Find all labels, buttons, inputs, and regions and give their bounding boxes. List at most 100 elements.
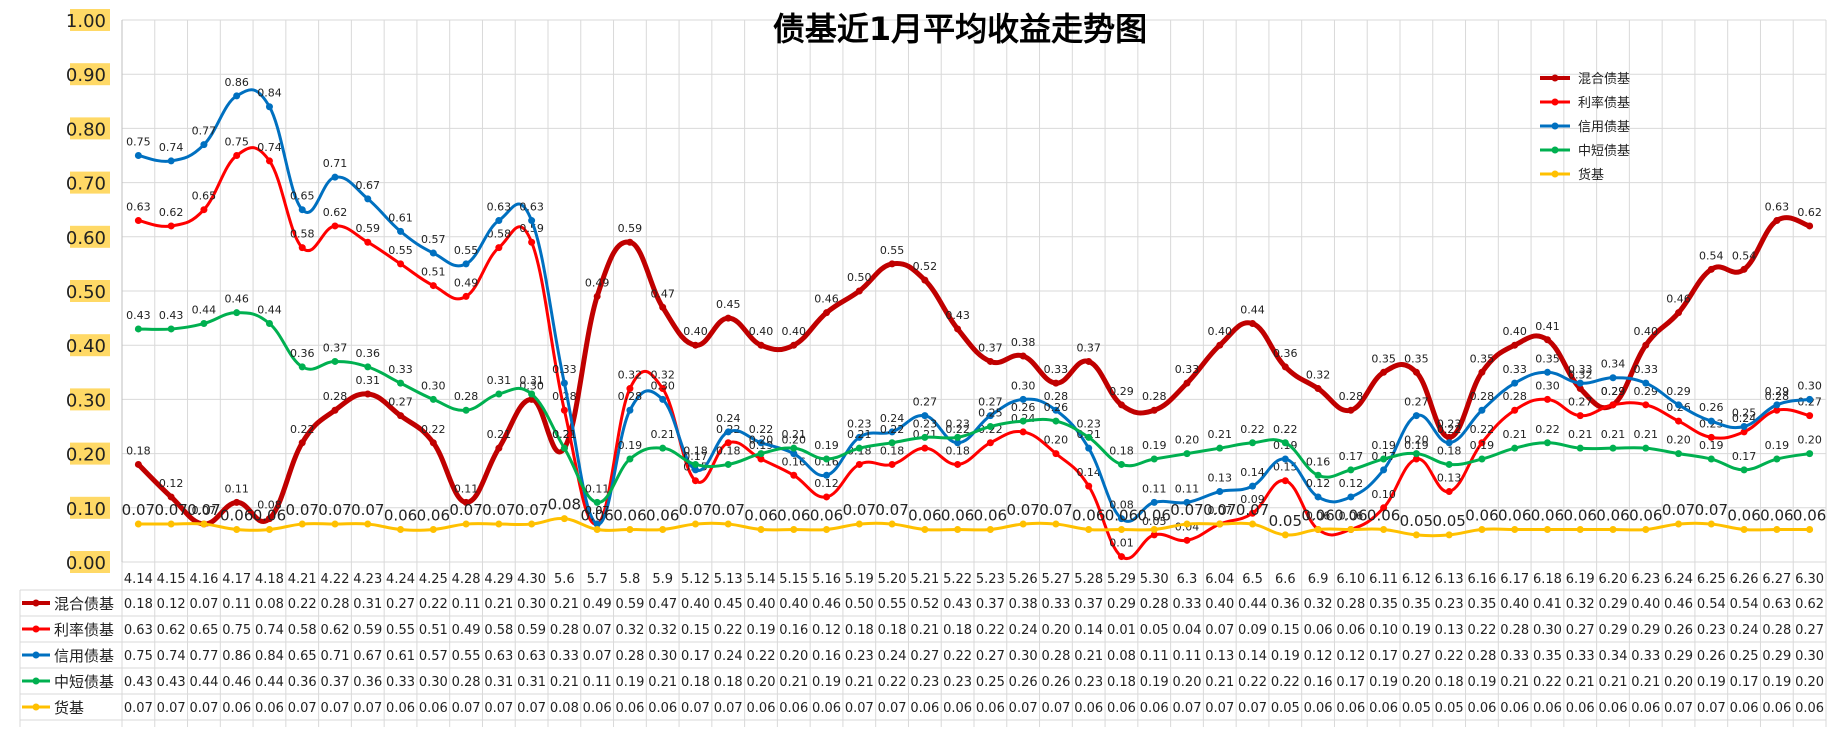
data-point-0 — [1478, 368, 1486, 376]
data-label: 0.40 — [749, 325, 774, 338]
table-cell: 0.06 — [812, 701, 841, 716]
table-cell: 0.07 — [681, 701, 710, 716]
data-label: 0.06 — [1334, 506, 1367, 524]
table-cell: 0.33 — [1173, 597, 1202, 612]
table-cell: 0.33 — [1631, 649, 1660, 664]
table-cell: 0.28 — [1041, 649, 1070, 664]
data-point-0 — [1511, 341, 1519, 349]
data-label: 0.33 — [552, 363, 577, 376]
table-cell: 0.45 — [714, 597, 743, 612]
data-label: 0.45 — [716, 298, 741, 311]
table-cell: 0.22 — [419, 597, 448, 612]
data-point-1 — [1085, 482, 1093, 490]
table-cell: 0.19 — [615, 675, 644, 690]
data-point-4 — [331, 520, 339, 528]
data-point-1 — [429, 282, 437, 290]
table-cell: 0.19 — [1697, 675, 1726, 690]
table-cell: 0.44 — [189, 675, 218, 690]
table-cell: 0.17 — [681, 649, 710, 664]
data-label: 0.08 — [1109, 499, 1134, 512]
data-point-1 — [855, 460, 863, 468]
table-cell: 0.71 — [321, 649, 350, 664]
table-cell: 0.17 — [1730, 675, 1759, 690]
data-label: 0.11 — [1175, 482, 1200, 495]
data-point-2 — [1478, 406, 1486, 414]
table-cell: 0.24 — [714, 649, 743, 664]
table-cell: 0.18 — [681, 675, 710, 690]
data-label: 0.28 — [552, 390, 577, 403]
data-point-3 — [495, 390, 503, 398]
table-cell: 0.21 — [910, 623, 939, 638]
table-cell: 0.59 — [615, 597, 644, 612]
data-label: 0.27 — [913, 396, 938, 409]
data-point-4 — [1347, 525, 1355, 533]
data-point-2 — [1806, 395, 1814, 403]
data-point-4 — [1675, 520, 1683, 528]
data-point-0 — [1445, 433, 1453, 441]
table-cell: 0.55 — [452, 649, 481, 664]
data-point-4 — [1314, 525, 1322, 533]
data-label: 0.07 — [187, 501, 220, 519]
data-point-1 — [1478, 439, 1486, 447]
data-point-4 — [1609, 525, 1617, 533]
data-point-2 — [1609, 374, 1617, 382]
table-cell: 0.12 — [157, 597, 186, 612]
table-cell: 0.33 — [386, 675, 415, 690]
data-point-0 — [888, 260, 896, 268]
table-cell: 0.30 — [1795, 649, 1824, 664]
table-cell: 0.01 — [1107, 623, 1136, 638]
table-series-name: 混合债基 — [54, 595, 114, 613]
table-cell: 0.06 — [222, 701, 251, 716]
data-point-3 — [1707, 455, 1715, 463]
data-point-3 — [855, 444, 863, 452]
table-cell: 0.59 — [517, 623, 546, 638]
data-point-0 — [462, 498, 470, 506]
data-point-2 — [1543, 368, 1551, 376]
data-point-1 — [1609, 401, 1617, 409]
table-cell: 0.32 — [648, 623, 677, 638]
table-cell: 0.28 — [321, 597, 350, 612]
data-label: 0.46 — [224, 293, 249, 306]
data-label: 0.07 — [192, 504, 217, 517]
data-point-4 — [462, 520, 470, 528]
data-label: 0.22 — [945, 423, 970, 436]
data-label: 0.19 — [1765, 439, 1790, 452]
chart-title: 债基近1月平均收益走势图 — [773, 10, 1147, 48]
table-cell: 0.07 — [1173, 701, 1202, 716]
data-label: 0.21 — [1208, 428, 1233, 441]
data-point-1 — [134, 217, 142, 225]
data-point-1 — [1445, 488, 1453, 496]
table-cell: 0.52 — [910, 597, 939, 612]
data-label: 0.20 — [1797, 434, 1822, 447]
data-point-1 — [200, 206, 208, 214]
legend-label: 货基 — [1578, 167, 1604, 183]
data-label: 0.33 — [1568, 363, 1593, 376]
data-point-4 — [1281, 531, 1289, 539]
data-point-4 — [1543, 525, 1551, 533]
data-label: 0.18 — [880, 444, 905, 457]
data-point-3 — [1314, 471, 1322, 479]
table-cell: 0.17 — [1369, 649, 1398, 664]
table-cell: 0.06 — [1599, 701, 1628, 716]
data-label: 0.19 — [1699, 439, 1724, 452]
data-label: 0.20 — [1666, 434, 1691, 447]
data-label: 0.29 — [1601, 385, 1626, 398]
table-cell: 0.29 — [1664, 649, 1693, 664]
y-tick-bg — [70, 225, 110, 248]
data-label: 0.33 — [1044, 363, 1069, 376]
table-cell: 0.26 — [1041, 675, 1070, 690]
table-cell: 0.13 — [1435, 623, 1464, 638]
data-label: 0.50 — [847, 271, 872, 284]
table-cell: 0.06 — [1795, 701, 1824, 716]
y-tick-label: 0.40 — [66, 336, 106, 357]
table-cell: 0.19 — [1467, 675, 1496, 690]
data-label: 0.40 — [782, 325, 807, 338]
data-label: 0.31 — [519, 374, 544, 387]
table-cell: 0.36 — [1271, 597, 1300, 612]
data-label: 0.71 — [323, 157, 348, 170]
data-point-4 — [134, 520, 142, 528]
data-point-3 — [265, 320, 273, 328]
table-cell: 0.65 — [288, 649, 317, 664]
data-label: 0.23 — [1076, 417, 1101, 430]
table-cell: 0.20 — [747, 675, 776, 690]
